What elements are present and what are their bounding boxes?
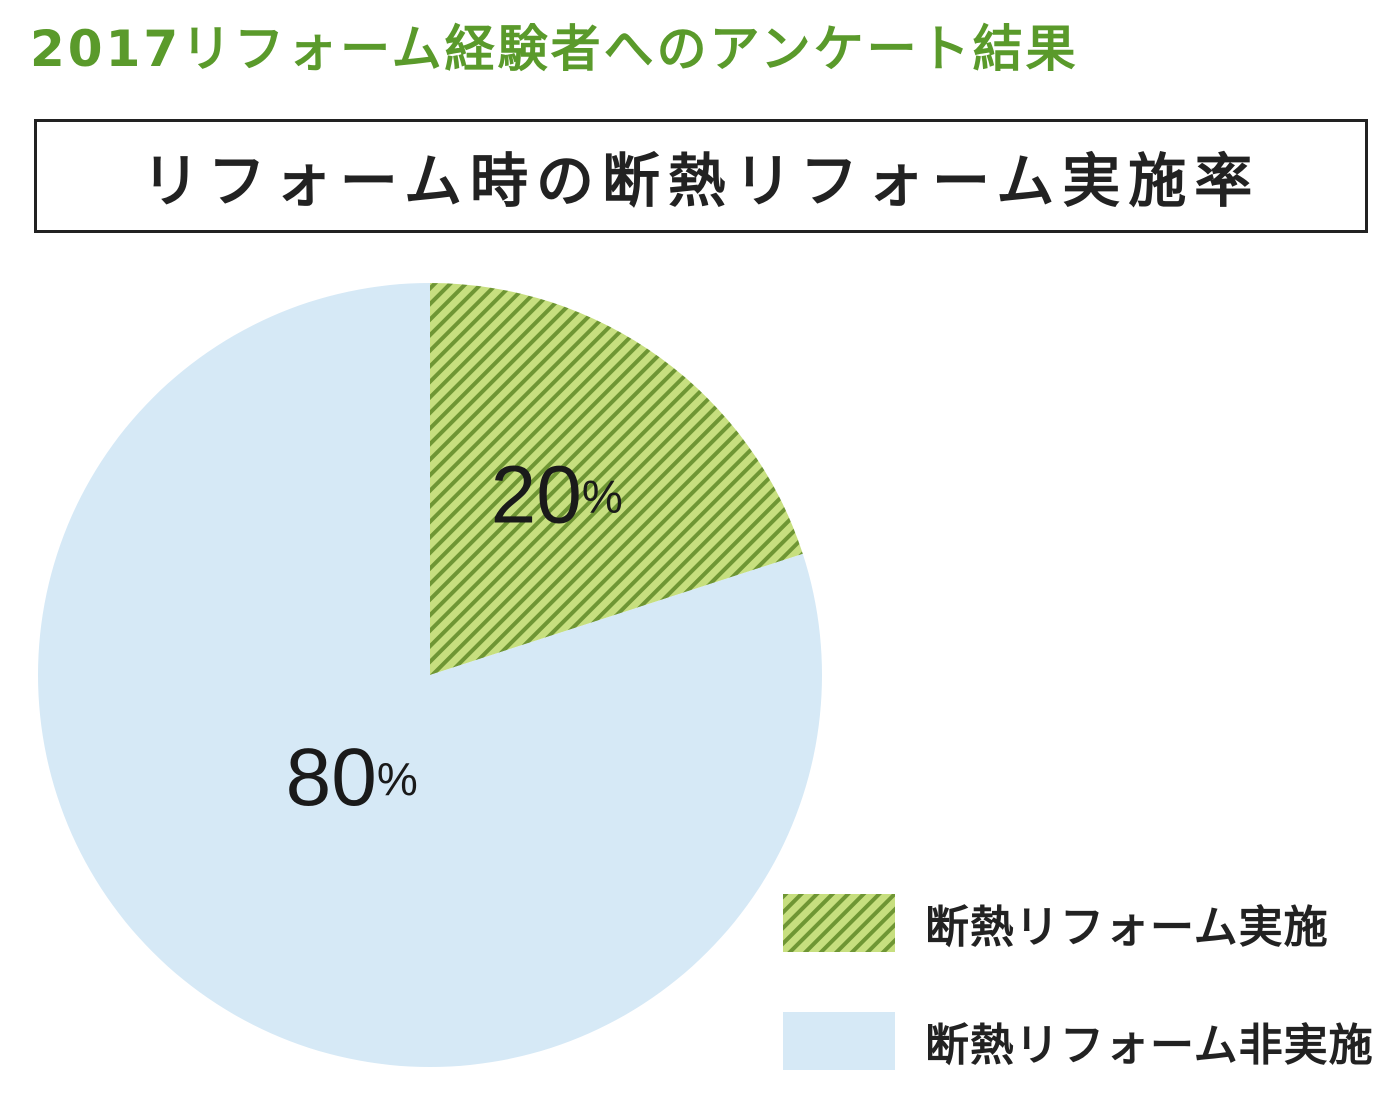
legend-label-implemented: 断熱リフォーム実施 <box>925 902 1329 953</box>
survey-supertitle: 2017リフォーム経験者へのアンケート結果 <box>30 20 1079 78</box>
legend-swatch-implemented <box>783 894 895 952</box>
pie-slice-not-implemented <box>38 283 823 1067</box>
chart-title-box: リフォーム時の断熱リフォーム実施率 <box>34 119 1368 233</box>
pie-value-label-not-implemented: 80% <box>286 731 418 822</box>
legend-label-not-implemented: 断熱リフォーム非実施 <box>925 1020 1374 1071</box>
chart-legend: 断熱リフォーム実施 断熱リフォーム非実施 <box>783 890 1383 1114</box>
pie-slice-implemented <box>430 283 803 675</box>
pie-slices <box>38 283 823 1067</box>
legend-item-implemented: 断熱リフォーム実施 <box>783 890 1383 956</box>
legend-swatch-not-implemented <box>783 1012 895 1070</box>
pie-value-label-implemented: 20% <box>491 449 623 540</box>
pie-value-labels: 20% 80% <box>286 449 623 822</box>
legend-item-not-implemented: 断熱リフォーム非実施 <box>783 1008 1383 1074</box>
chart-title: リフォーム時の断熱リフォーム実施率 <box>141 147 1261 215</box>
